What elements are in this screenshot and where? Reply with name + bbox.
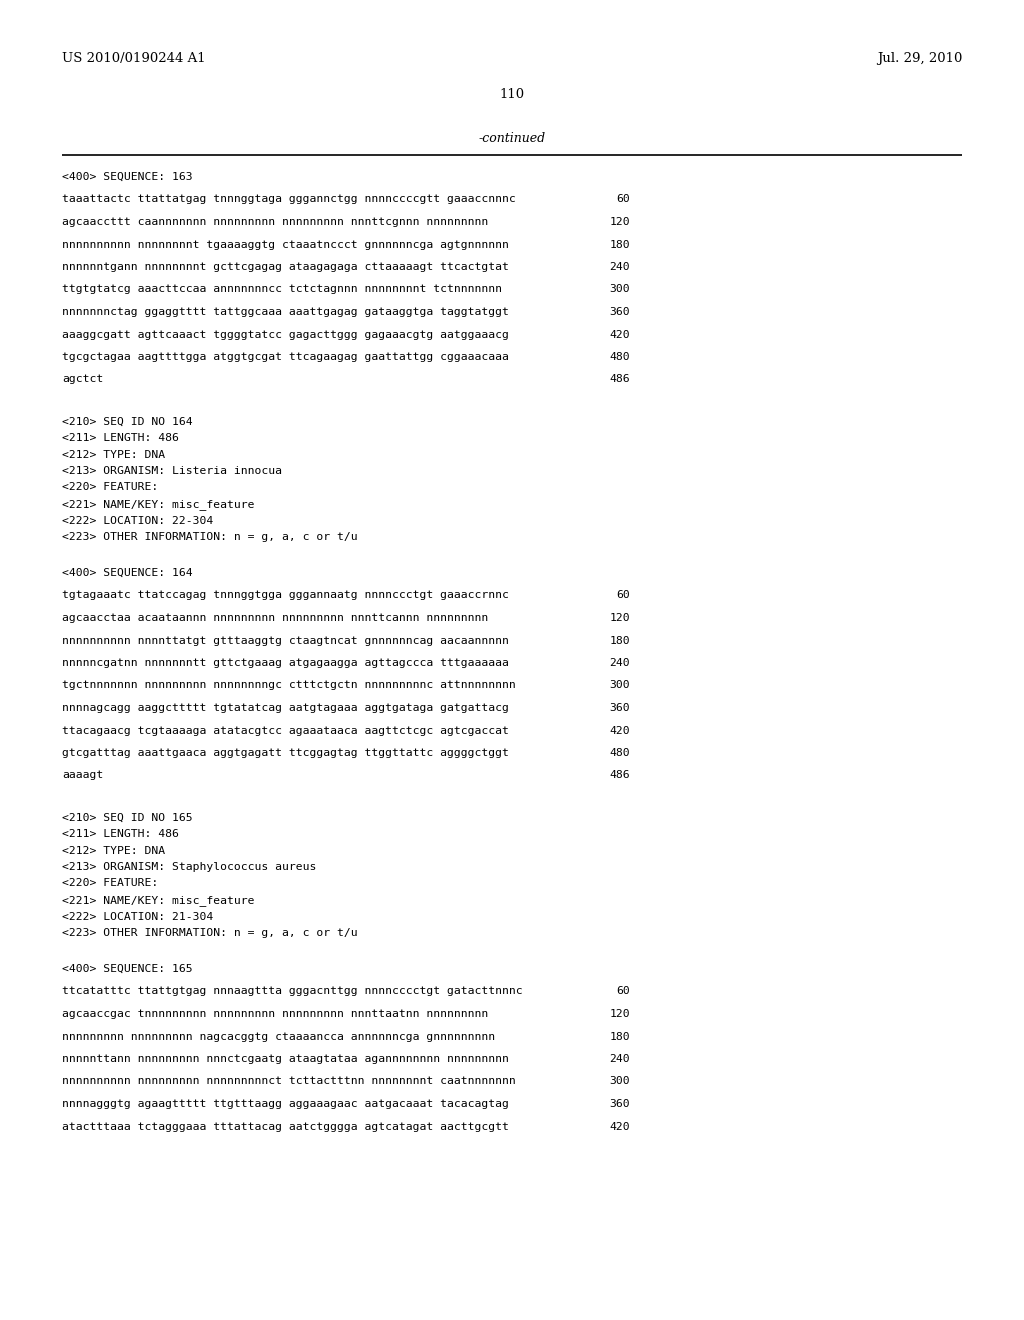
Text: <212> TYPE: DNA: <212> TYPE: DNA [62,846,165,855]
Text: nnnnnttann nnnnnnnnn nnnctcgaatg ataagtataa agannnnnnnn nnnnnnnnn: nnnnnttann nnnnnnnnn nnnctcgaatg ataagta… [62,1053,509,1064]
Text: US 2010/0190244 A1: US 2010/0190244 A1 [62,51,206,65]
Text: 486: 486 [609,771,630,780]
Text: <221> NAME/KEY: misc_feature: <221> NAME/KEY: misc_feature [62,895,255,906]
Text: 240: 240 [609,657,630,668]
Text: 360: 360 [609,308,630,317]
Text: nnnnnnnnnn nnnnttatgt gtttaaggtg ctaagtncat gnnnnnncag aacaannnnn: nnnnnnnnnn nnnnttatgt gtttaaggtg ctaagtn… [62,635,509,645]
Text: 180: 180 [609,635,630,645]
Text: 240: 240 [609,1053,630,1064]
Text: <213> ORGANISM: Staphylococcus aureus: <213> ORGANISM: Staphylococcus aureus [62,862,316,873]
Text: -continued: -continued [478,132,546,145]
Text: tgctnnnnnnn nnnnnnnnn nnnnnnnngc ctttctgctn nnnnnnnnnc attnnnnnnnn: tgctnnnnnnn nnnnnnnnn nnnnnnnngc ctttctg… [62,681,516,690]
Text: tgcgctagaa aagttttgga atggtgcgat ttcagaagag gaattattgg cggaaacaaa: tgcgctagaa aagttttgga atggtgcgat ttcagaa… [62,352,509,362]
Text: agcaaccttt caannnnnnn nnnnnnnnn nnnnnnnnn nnnttcgnnn nnnnnnnnn: agcaaccttt caannnnnnn nnnnnnnnn nnnnnnnn… [62,216,488,227]
Text: 120: 120 [609,216,630,227]
Text: <211> LENGTH: 486: <211> LENGTH: 486 [62,433,179,444]
Text: agcaaccgac tnnnnnnnnn nnnnnnnnn nnnnnnnnn nnnttaatnn nnnnnnnnn: agcaaccgac tnnnnnnnnn nnnnnnnnn nnnnnnnn… [62,1008,488,1019]
Text: <210> SEQ ID NO 165: <210> SEQ ID NO 165 [62,813,193,822]
Text: atactttaaa tctagggaaa tttattacag aatctgggga agtcatagat aacttgcgtt: atactttaaa tctagggaaa tttattacag aatctgg… [62,1122,509,1131]
Text: 420: 420 [609,330,630,339]
Text: nnnnagcagg aaggcttttt tgtatatcag aatgtagaaa aggtgataga gatgattacg: nnnnagcagg aaggcttttt tgtatatcag aatgtag… [62,704,509,713]
Text: <223> OTHER INFORMATION: n = g, a, c or t/u: <223> OTHER INFORMATION: n = g, a, c or … [62,532,357,543]
Text: ttcatatttc ttattgtgag nnnaagttta gggacnttgg nnnncccctgt gatacttnnnc: ttcatatttc ttattgtgag nnnaagttta gggacnt… [62,986,522,997]
Text: nnnnagggtg agaagttttt ttgtttaagg aggaaagaac aatgacaaat tacacagtag: nnnnagggtg agaagttttt ttgtttaagg aggaaag… [62,1100,509,1109]
Text: gtcgatttag aaattgaaca aggtgagatt ttcggagtag ttggttattc aggggctggt: gtcgatttag aaattgaaca aggtgagatt ttcggag… [62,748,509,758]
Text: <211> LENGTH: 486: <211> LENGTH: 486 [62,829,179,840]
Text: 180: 180 [609,239,630,249]
Text: nnnnnntgann nnnnnnnnt gcttcgagag ataagagaga cttaaaaagt ttcactgtat: nnnnnntgann nnnnnnnnt gcttcgagag ataagag… [62,261,509,272]
Text: nnnnncgatnn nnnnnnntt gttctgaaag atgagaagga agttagccca tttgaaaaaa: nnnnncgatnn nnnnnnntt gttctgaaag atgagaa… [62,657,509,668]
Text: nnnnnnnnn nnnnnnnnn nagcacggtg ctaaaancca annnnnncga gnnnnnnnnn: nnnnnnnnn nnnnnnnnn nagcacggtg ctaaaancc… [62,1031,496,1041]
Text: <222> LOCATION: 21-304: <222> LOCATION: 21-304 [62,912,213,921]
Text: 360: 360 [609,1100,630,1109]
Text: nnnnnnnctag ggaggtttt tattggcaaa aaattgagag gataaggtga taggtatggt: nnnnnnnctag ggaggtttt tattggcaaa aaattga… [62,308,509,317]
Text: 420: 420 [609,1122,630,1131]
Text: <220> FEATURE:: <220> FEATURE: [62,879,159,888]
Text: nnnnnnnnnn nnnnnnnnt tgaaaaggtg ctaaatnccct gnnnnnncga agtgnnnnnn: nnnnnnnnnn nnnnnnnnt tgaaaaggtg ctaaatnc… [62,239,509,249]
Text: tgtagaaatc ttatccagag tnnnggtgga gggannaatg nnnnccctgt gaaaccrnnc: tgtagaaatc ttatccagag tnnnggtgga ggganna… [62,590,509,601]
Text: <400> SEQUENCE: 163: <400> SEQUENCE: 163 [62,172,193,182]
Text: <400> SEQUENCE: 165: <400> SEQUENCE: 165 [62,964,193,974]
Text: <213> ORGANISM: Listeria innocua: <213> ORGANISM: Listeria innocua [62,466,282,477]
Text: 60: 60 [616,986,630,997]
Text: aaaggcgatt agttcaaact tggggtatcc gagacttggg gagaaacgtg aatggaaacg: aaaggcgatt agttcaaact tggggtatcc gagactt… [62,330,509,339]
Text: 110: 110 [500,88,524,102]
Text: Jul. 29, 2010: Jul. 29, 2010 [877,51,962,65]
Text: nnnnnnnnnn nnnnnnnnn nnnnnnnnnct tcttactttnn nnnnnnnnt caatnnnnnnn: nnnnnnnnnn nnnnnnnnn nnnnnnnnnct tcttact… [62,1077,516,1086]
Text: 360: 360 [609,704,630,713]
Text: <221> NAME/KEY: misc_feature: <221> NAME/KEY: misc_feature [62,499,255,510]
Text: <220> FEATURE:: <220> FEATURE: [62,483,159,492]
Text: 420: 420 [609,726,630,735]
Text: 300: 300 [609,285,630,294]
Text: 300: 300 [609,1077,630,1086]
Text: 486: 486 [609,375,630,384]
Text: agcaacctaa acaataannn nnnnnnnnn nnnnnnnnn nnnttcannn nnnnnnnnn: agcaacctaa acaataannn nnnnnnnnn nnnnnnnn… [62,612,488,623]
Text: <400> SEQUENCE: 164: <400> SEQUENCE: 164 [62,568,193,578]
Text: 60: 60 [616,194,630,205]
Text: 120: 120 [609,612,630,623]
Text: <222> LOCATION: 22-304: <222> LOCATION: 22-304 [62,516,213,525]
Text: <223> OTHER INFORMATION: n = g, a, c or t/u: <223> OTHER INFORMATION: n = g, a, c or … [62,928,357,939]
Text: <212> TYPE: DNA: <212> TYPE: DNA [62,450,165,459]
Text: <210> SEQ ID NO 164: <210> SEQ ID NO 164 [62,417,193,426]
Text: 300: 300 [609,681,630,690]
Text: ttacagaacg tcgtaaaaga atatacgtcc agaaataaca aagttctcgc agtcgaccat: ttacagaacg tcgtaaaaga atatacgtcc agaaata… [62,726,509,735]
Text: 480: 480 [609,352,630,362]
Text: 240: 240 [609,261,630,272]
Text: 60: 60 [616,590,630,601]
Text: aaaagt: aaaagt [62,771,103,780]
Text: taaattactc ttattatgag tnnnggtaga gggannctgg nnnnccccgtt gaaaccnnnc: taaattactc ttattatgag tnnnggtaga gggannc… [62,194,516,205]
Text: agctct: agctct [62,375,103,384]
Text: 120: 120 [609,1008,630,1019]
Text: 180: 180 [609,1031,630,1041]
Text: ttgtgtatcg aaacttccaa annnnnnncc tctctagnnn nnnnnnnnt tctnnnnnnn: ttgtgtatcg aaacttccaa annnnnnncc tctctag… [62,285,502,294]
Text: 480: 480 [609,748,630,758]
